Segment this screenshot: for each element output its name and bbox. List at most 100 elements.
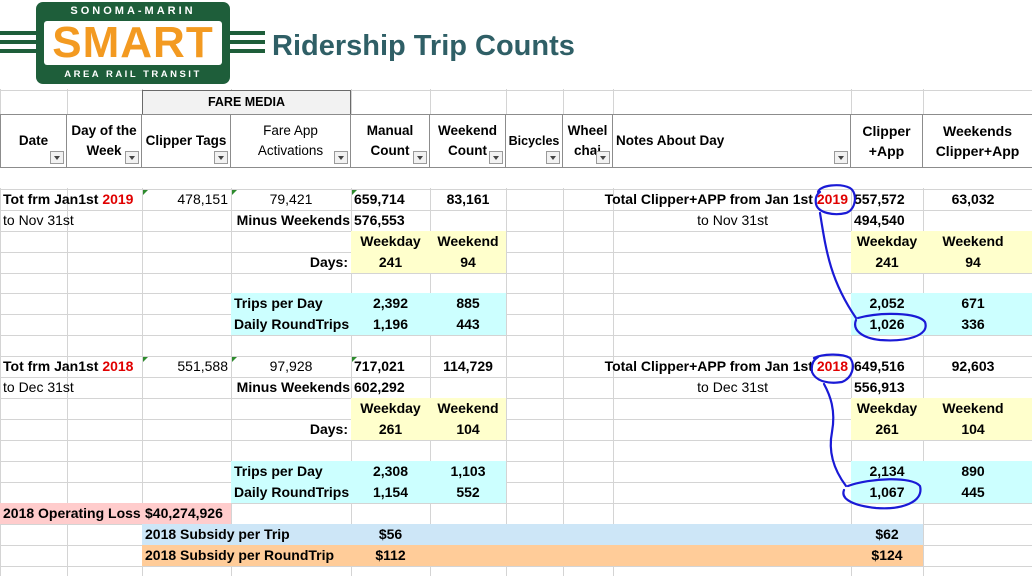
total-label-2019: Tot frm Jan1st 2019: [3, 191, 134, 207]
clipper-total-2018[interactable]: 551,588: [177, 358, 228, 374]
manual-total-2019[interactable]: 659,714: [354, 191, 405, 207]
roundtrips-label-2019: Daily RoundTrips: [234, 316, 350, 332]
smart-logo: SONOMA-MARIN SMART AREA RAIL TRANSIT: [0, 2, 265, 86]
cap-weekend-label-2018: Weekend: [942, 400, 1004, 416]
comment-indicator: [143, 357, 148, 362]
header-notes[interactable]: Notes About Day: [613, 114, 851, 168]
subsidy-trip-value[interactable]: $56: [378, 526, 403, 542]
minus-weekends-label-2019: Minus Weekends: [236, 212, 350, 228]
cap-total-label-2019: Total Clipper+APP from Jan 1st 2019: [604, 191, 848, 207]
filter-dropdown-clipper[interactable]: [214, 151, 228, 164]
total-label-2018: Tot frm Jan1st 2018: [3, 358, 134, 374]
minus-weekends-2019[interactable]: 576,553: [354, 212, 405, 228]
roundtrips-weekday-2019[interactable]: 1,196: [372, 316, 409, 332]
clipper-total-2019[interactable]: 478,151: [177, 191, 228, 207]
weekday-days-2019[interactable]: 241: [378, 254, 403, 270]
weekend-label-2019: Weekend: [437, 233, 499, 249]
cap-total-sub-2019: to Nov 31st: [697, 212, 768, 228]
comment-indicator: [352, 190, 357, 195]
roundtrips-label-2018: Daily RoundTrips: [234, 484, 350, 500]
cap-weekday-days-2019[interactable]: 241: [875, 254, 899, 270]
cap-roundtrips-weekday-2019[interactable]: 1,026: [869, 316, 905, 332]
cap-minus-2018[interactable]: 556,913: [854, 379, 905, 395]
cap-weekday-fill-2018: [851, 398, 1032, 440]
cap-weekday-label-2019: Weekday: [856, 233, 918, 249]
filter-dropdown-wheelchair[interactable]: [596, 151, 610, 164]
cap-roundtrips-weekday-2018[interactable]: 1,067: [869, 484, 905, 500]
subsidy-rt-value[interactable]: $112: [375, 547, 406, 563]
logo-top-text: SONOMA-MARIN: [70, 5, 196, 17]
header-clipper-app[interactable]: Clipper +App: [851, 114, 923, 168]
comment-indicator: [232, 357, 237, 362]
header-fare-app[interactable]: Fare App Activations: [231, 114, 351, 168]
filter-dropdown-manual[interactable]: [413, 151, 427, 164]
cap-weekend-total-2018[interactable]: 92,603: [951, 358, 995, 374]
cap-weekday-days-2018[interactable]: 261: [875, 421, 899, 437]
weekend-total-2019[interactable]: 83,161: [446, 191, 490, 207]
trips-fill-2019: [231, 293, 506, 335]
trips-weekend-2018[interactable]: 1,103: [450, 463, 486, 479]
cap-weekday-fill-2019: [851, 231, 1032, 273]
days-label-2019: Days:: [309, 254, 348, 270]
subsidy-trip-fill: [142, 524, 923, 545]
subsidy-trip-label: 2018 Subsidy per Trip: [145, 526, 290, 542]
trips-label-2019: Trips per Day: [234, 295, 323, 311]
filter-dropdown-notes[interactable]: [834, 151, 848, 164]
roundtrips-weekend-2019[interactable]: 443: [456, 316, 480, 332]
trips-weekend-2019[interactable]: 885: [456, 295, 480, 311]
operating-loss-fill: [0, 503, 231, 524]
roundtrips-weekend-2018[interactable]: 552: [456, 484, 480, 500]
comment-indicator: [352, 357, 357, 362]
filter-dropdown-bicycles[interactable]: [546, 151, 560, 164]
roundtrips-weekday-2018[interactable]: 1,154: [372, 484, 409, 500]
cap-minus-2019[interactable]: 494,540: [854, 212, 905, 228]
filter-dropdown-date[interactable]: [50, 151, 64, 164]
page-title: Ridership Trip Counts: [272, 30, 575, 62]
days-label-2018: Days:: [309, 421, 348, 437]
cap-weekend-total-2019[interactable]: 63,032: [951, 191, 995, 207]
weekend-days-2018[interactable]: 104: [456, 421, 480, 437]
operating-loss-value[interactable]: $40,274,926: [145, 505, 223, 521]
cap-weekend-label-2019: Weekend: [942, 233, 1004, 249]
minus-weekends-2018[interactable]: 602,292: [354, 379, 405, 395]
fareapp-total-2018[interactable]: 97,928: [269, 358, 313, 374]
cap-roundtrips-weekend-2019[interactable]: 336: [961, 316, 985, 332]
trips-fill-2018: [231, 461, 506, 503]
cap-trips-weekday-2018[interactable]: 2,134: [869, 463, 905, 479]
cap-total-sub-2018: to Dec 31st: [697, 379, 768, 395]
trips-label-2018: Trips per Day: [234, 463, 323, 479]
cap-trips-weekend-2019[interactable]: 671: [961, 295, 985, 311]
trips-weekday-2018[interactable]: 2,308: [372, 463, 409, 479]
operating-loss-label: 2018 Operating Loss: [3, 505, 141, 521]
manual-total-2018[interactable]: 717,021: [354, 358, 405, 374]
comment-indicator: [232, 190, 237, 195]
weekday-label-2018: Weekday: [360, 400, 421, 416]
trips-weekday-2019[interactable]: 2,392: [372, 295, 409, 311]
cap-weekday-label-2018: Weekday: [856, 400, 918, 416]
weekday-weekend-fill-2018: [351, 398, 506, 440]
filter-dropdown-weekend[interactable]: [489, 151, 503, 164]
header-weekends-clipper-app[interactable]: Weekends Clipper+App: [923, 114, 1032, 168]
filter-dropdown-fareapp[interactable]: [334, 151, 348, 164]
filter-dropdown-day[interactable]: [125, 151, 139, 164]
subsidy-trip-cap-value[interactable]: $62: [875, 526, 899, 542]
weekday-weekend-fill-2019: [351, 231, 506, 273]
cap-trips-weekend-2018[interactable]: 890: [961, 463, 985, 479]
logo-main-text: SMART: [52, 18, 214, 67]
weekend-total-2018[interactable]: 114,729: [443, 358, 493, 374]
cap-weekend-days-2019[interactable]: 94: [965, 254, 981, 270]
total-sub-2019: to Nov 31st: [3, 212, 74, 228]
cap-weekend-days-2018[interactable]: 104: [961, 421, 985, 437]
header-day-of-week[interactable]: Day of the Week: [67, 114, 142, 168]
cap-total-label-2018: Total Clipper+APP from Jan 1st 2018: [604, 358, 848, 374]
cap-roundtrips-weekend-2018[interactable]: 445: [961, 484, 985, 500]
cap-total-2019[interactable]: 557,572: [854, 191, 905, 207]
subsidy-rt-cap-value[interactable]: $124: [871, 547, 903, 563]
fareapp-total-2019[interactable]: 79,421: [269, 191, 313, 207]
weekend-days-2019[interactable]: 94: [460, 254, 476, 270]
cap-trips-weekday-2019[interactable]: 2,052: [869, 295, 905, 311]
subsidy-rt-fill: [142, 545, 923, 566]
subsidy-rt-label: 2018 Subsidy per RoundTrip: [145, 547, 335, 563]
weekday-days-2018[interactable]: 261: [378, 421, 403, 437]
cap-total-2018[interactable]: 649,516: [854, 358, 905, 374]
